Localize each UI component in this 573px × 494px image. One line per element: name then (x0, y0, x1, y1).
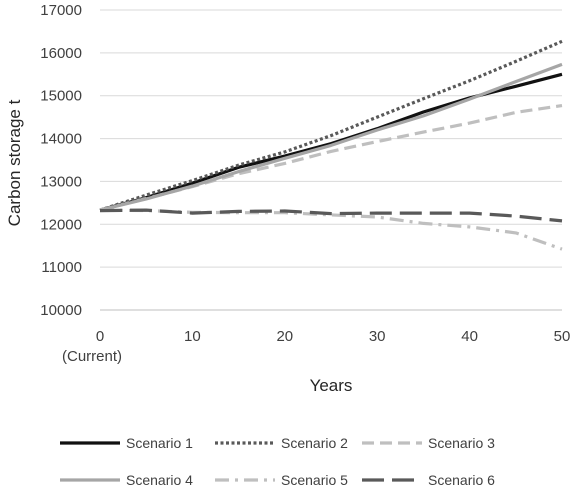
x-tick-label: 40 (461, 328, 478, 345)
x-tick-label: 30 (369, 328, 386, 345)
series-line-1 (99, 72, 563, 212)
y-tick-label: 16000 (40, 45, 82, 62)
y-tick-label: 10000 (40, 302, 82, 319)
series-line-6 (99, 208, 563, 223)
y-tick-label: 13000 (40, 173, 82, 190)
x-tick-label: 0 (96, 328, 104, 345)
y-tick-label: 17000 (40, 2, 82, 19)
x-tick-label: 50 (554, 328, 571, 345)
gridlines (100, 9, 562, 268)
series-line-3 (99, 104, 563, 212)
series-line-4 (99, 62, 563, 212)
legend-label-2: Scenario 2 (281, 435, 348, 451)
x-tick-label: 10 (184, 328, 201, 345)
y-tick-label: 11000 (41, 259, 82, 276)
y-tick-label: 14000 (40, 131, 82, 148)
legend-label-5: Scenario 5 (281, 472, 348, 488)
x-axis-title: Years (310, 376, 353, 395)
x-axis-ticks: 0 10 20 30 40 50 (96, 328, 571, 345)
x-tick-label: 20 (276, 328, 293, 345)
series-line-5 (99, 208, 563, 251)
legend-label-1: Scenario 1 (126, 435, 193, 451)
series-lines (99, 39, 563, 251)
y-tick-label: 15000 (40, 88, 82, 105)
legend: Scenario 1 Scenario 2 Scenario 3 Scenario 4… (60, 435, 495, 488)
legend-label-6: Scenario 6 (428, 472, 495, 488)
x-tick-sublabel: (Current) (62, 348, 122, 365)
y-axis-title: Carbon storage t (5, 99, 24, 226)
y-tick-label: 12000 (40, 216, 82, 233)
y-axis-ticks: 10000 11000 12000 13000 14000 15000 16000 17000 (40, 2, 82, 319)
series-line-2 (99, 39, 563, 212)
legend-label-4: Scenario 4 (126, 472, 193, 488)
legend-label-3: Scenario 3 (428, 435, 495, 451)
